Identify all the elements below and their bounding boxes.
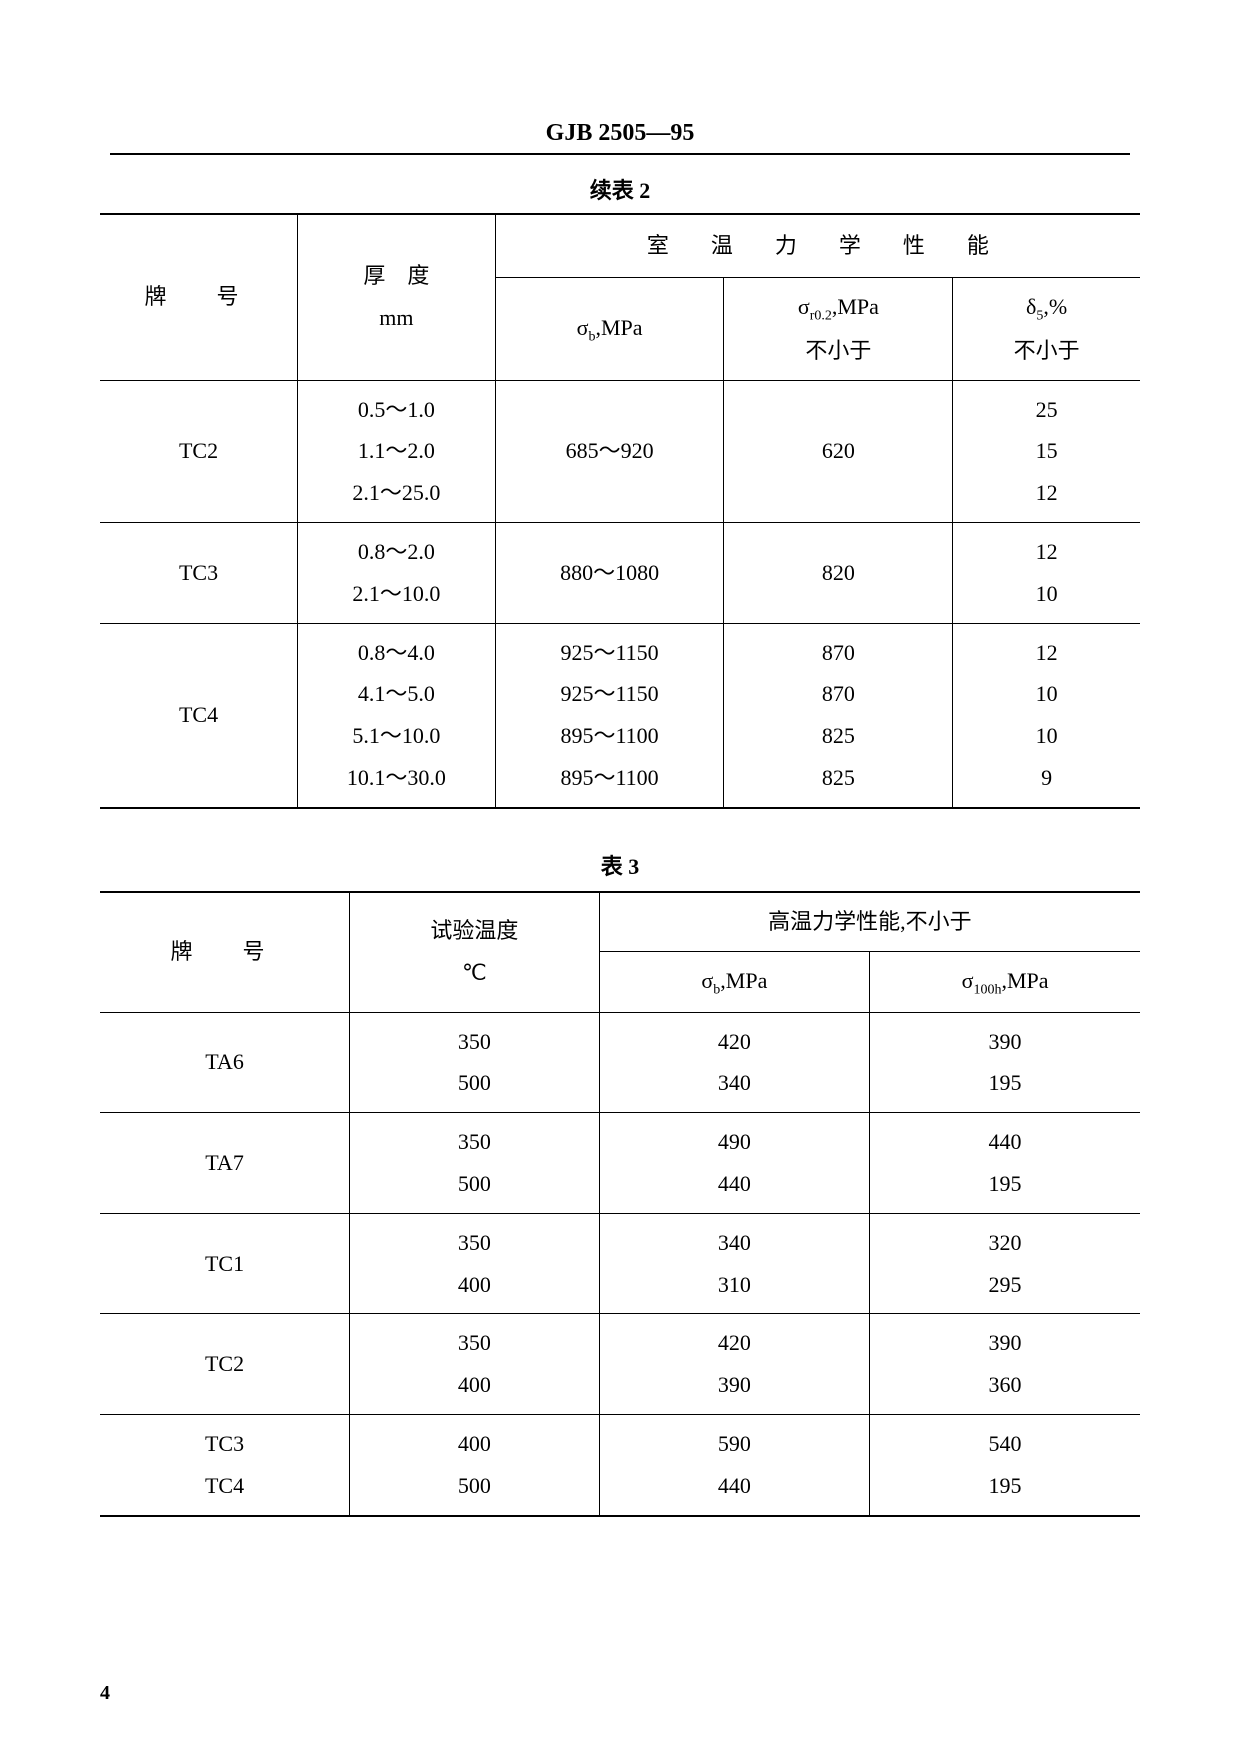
t3-row1-temp: 350 500 bbox=[350, 1113, 600, 1214]
t3-row0-sb: 420 340 bbox=[599, 1012, 869, 1113]
t2-row1-sb: 880～1080 bbox=[495, 522, 724, 623]
t2-grade-label: 牌 号 bbox=[145, 284, 253, 309]
t3-row4-grade: TC3 TC4 bbox=[100, 1414, 350, 1515]
t3-row1-s100: 440 195 bbox=[870, 1113, 1140, 1214]
t3-row4-sb: 590 440 bbox=[599, 1414, 869, 1515]
t2-row2-sb: 925～1150 925～1150 895～1100 895～1100 bbox=[495, 623, 724, 808]
t2-row2-grade: TC4 bbox=[100, 623, 298, 808]
t3-row2-s100: 320 295 bbox=[870, 1213, 1140, 1314]
table3: 牌 号 试验温度 ℃ 高温力学性能,不小于 σb,MPa σ100h,MPa T… bbox=[100, 891, 1140, 1517]
t3-head-hightemp: 高温力学性能,不小于 bbox=[599, 892, 1140, 951]
t3-row3-grade: TC2 bbox=[100, 1314, 350, 1415]
t2-row0-sr: 620 bbox=[724, 380, 953, 522]
t2-row0-delta: 25 15 12 bbox=[953, 380, 1140, 522]
t2-row2-delta: 12 10 10 9 bbox=[953, 623, 1140, 808]
t2-row2-thick: 0.8～4.0 4.1～5.0 5.1～10.0 10.1～30.0 bbox=[298, 623, 496, 808]
t3-row0-grade: TA6 bbox=[100, 1012, 350, 1113]
t3-row0-s100: 390 195 bbox=[870, 1012, 1140, 1113]
page-container: GJB 2505—95 续表 2 牌 号 厚 度 mm 室 温 力 学 性 能 … bbox=[0, 0, 1240, 1755]
t3-head-grade: 牌 号 bbox=[100, 892, 350, 1012]
t2-head-thickness: 厚 度 mm bbox=[298, 214, 496, 380]
t2-row0-sb: 685～920 bbox=[495, 380, 724, 522]
t2-head-delta: δ5,% 不小于 bbox=[953, 277, 1140, 380]
t3-grade-label: 牌 号 bbox=[171, 939, 279, 964]
t2-head-roomtemp: 室 温 力 学 性 能 bbox=[495, 214, 1140, 277]
table3-caption: 表 3 bbox=[100, 849, 1140, 881]
t2-row1-delta: 12 10 bbox=[953, 522, 1140, 623]
t3-head-sb: σb,MPa bbox=[599, 951, 869, 1012]
t3-row1-sb: 490 440 bbox=[599, 1113, 869, 1214]
t2-row0-grade: TC2 bbox=[100, 380, 298, 522]
doc-code: GJB 2505—95 bbox=[110, 120, 1130, 155]
t2-row2-sr: 870 870 825 825 bbox=[724, 623, 953, 808]
t2-head-grade: 牌 号 bbox=[100, 214, 298, 380]
page-number: 4 bbox=[100, 1682, 110, 1705]
t3-head-s100: σ100h,MPa bbox=[870, 951, 1140, 1012]
t3-row2-sb: 340 310 bbox=[599, 1213, 869, 1314]
t2-thickness-label: 厚 度 bbox=[363, 263, 429, 288]
t2-row1-thick: 0.8～2.0 2.1～10.0 bbox=[298, 522, 496, 623]
t3-row3-s100: 390 360 bbox=[870, 1314, 1140, 1415]
t2-row1-grade: TC3 bbox=[100, 522, 298, 623]
t3-row4-s100: 540 195 bbox=[870, 1414, 1140, 1515]
t3-row2-grade: TC1 bbox=[100, 1213, 350, 1314]
t3-row2-temp: 350 400 bbox=[350, 1213, 600, 1314]
table2: 牌 号 厚 度 mm 室 温 力 学 性 能 σb,MPa σr0.2,MPa … bbox=[100, 213, 1140, 809]
t3-row0-temp: 350 500 bbox=[350, 1012, 600, 1113]
t2-thickness-unit: mm bbox=[379, 305, 413, 330]
t2-head-sigmab: σb,MPa bbox=[495, 277, 724, 380]
t2-row0-thick: 0.5～1.0 1.1～2.0 2.1～25.0 bbox=[298, 380, 496, 522]
t2-head-sigmar: σr0.2,MPa 不小于 bbox=[724, 277, 953, 380]
t2-row1-sr: 820 bbox=[724, 522, 953, 623]
t3-row3-temp: 350 400 bbox=[350, 1314, 600, 1415]
t3-row3-sb: 420 390 bbox=[599, 1314, 869, 1415]
t3-head-temp: 试验温度 ℃ bbox=[350, 892, 600, 1012]
t3-row1-grade: TA7 bbox=[100, 1113, 350, 1214]
table2-caption: 续表 2 bbox=[100, 173, 1140, 205]
t3-row4-temp: 400 500 bbox=[350, 1414, 600, 1515]
